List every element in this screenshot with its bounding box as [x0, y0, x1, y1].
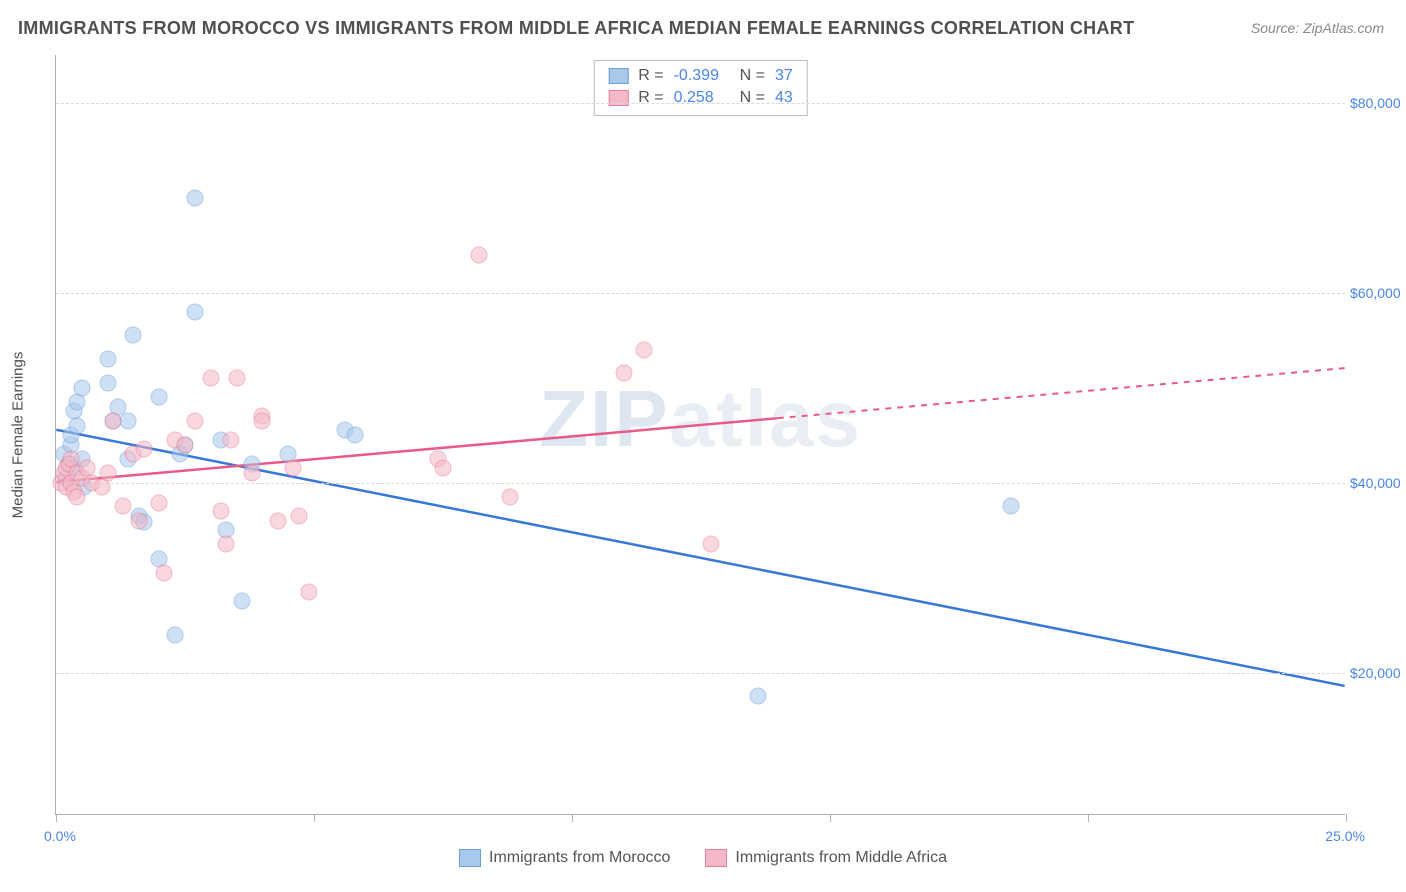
x-axis-end-label: 25.0% [1325, 828, 1365, 844]
data-point [615, 365, 632, 382]
y-axis-title: Median Female Earnings [10, 351, 27, 518]
r-label: R = [638, 67, 663, 85]
x-axis-start-label: 0.0% [44, 828, 76, 844]
legend-swatch [459, 849, 481, 867]
regression-lines [56, 55, 1345, 814]
data-point [125, 327, 142, 344]
data-point [244, 465, 261, 482]
data-point [502, 488, 519, 505]
data-point [202, 370, 219, 387]
x-axis-tick [1346, 814, 1347, 822]
data-point [254, 412, 271, 429]
data-point [218, 536, 235, 553]
data-point [151, 389, 168, 406]
data-point [347, 427, 364, 444]
data-point [99, 465, 116, 482]
data-point [223, 431, 240, 448]
r-label: R = [638, 89, 663, 107]
data-point [471, 246, 488, 263]
gridline [56, 293, 1345, 294]
data-point [703, 536, 720, 553]
legend-swatch [608, 90, 628, 106]
data-point [187, 412, 204, 429]
source-label: Source: ZipAtlas.com [1251, 20, 1384, 36]
series-legend: Immigrants from Morocco Immigrants from M… [459, 849, 947, 867]
data-point [151, 495, 168, 512]
data-point [68, 488, 85, 505]
stat-legend-row: R = 0.258 N = 43 [608, 87, 792, 109]
n-label: N = [740, 67, 765, 85]
n-value: 43 [775, 89, 793, 107]
data-point [233, 593, 250, 610]
data-point [187, 189, 204, 206]
data-point [213, 503, 230, 520]
x-axis-tick [572, 814, 573, 822]
data-point [130, 512, 147, 529]
data-point [228, 370, 245, 387]
data-point [300, 583, 317, 600]
data-point [290, 507, 307, 524]
r-value: 0.258 [674, 89, 730, 107]
data-point [749, 688, 766, 705]
n-value: 37 [775, 67, 793, 85]
data-point [285, 460, 302, 477]
legend-item: Immigrants from Morocco [459, 849, 670, 867]
legend-label: Immigrants from Middle Africa [735, 849, 947, 867]
n-label: N = [740, 89, 765, 107]
x-axis-tick [1088, 814, 1089, 822]
data-point [166, 626, 183, 643]
y-axis-tick-label: $60,000 [1350, 285, 1400, 301]
chart-title: IMMIGRANTS FROM MOROCCO VS IMMIGRANTS FR… [18, 18, 1134, 39]
legend-swatch [608, 68, 628, 84]
data-point [156, 564, 173, 581]
data-point [1002, 498, 1019, 515]
data-point [68, 417, 85, 434]
watermark: ZIPatlas [539, 373, 862, 465]
plot-area: ZIPatlas Median Female Earnings R =-0.39… [55, 55, 1345, 815]
data-point [115, 498, 132, 515]
legend-item: Immigrants from Middle Africa [705, 849, 947, 867]
r-value: -0.399 [674, 67, 730, 85]
x-axis-tick [830, 814, 831, 822]
data-point [104, 412, 121, 429]
stat-legend: R = -0.399 N = 37 R = 0.258 N = 43 [593, 60, 807, 116]
data-point [636, 341, 653, 358]
legend-label: Immigrants from Morocco [489, 849, 670, 867]
data-point [187, 303, 204, 320]
gridline [56, 483, 1345, 484]
stat-legend-row: R = -0.399 N = 37 [608, 65, 792, 87]
y-axis-tick-label: $40,000 [1350, 475, 1400, 491]
y-axis-tick-label: $20,000 [1350, 665, 1400, 681]
data-point [99, 351, 116, 368]
data-point [177, 436, 194, 453]
data-point [73, 379, 90, 396]
legend-swatch [705, 849, 727, 867]
data-point [435, 460, 452, 477]
gridline [56, 673, 1345, 674]
data-point [99, 374, 116, 391]
data-point [120, 412, 137, 429]
gridline [56, 103, 1345, 104]
data-point [269, 512, 286, 529]
x-axis-tick [314, 814, 315, 822]
data-point [135, 441, 152, 458]
x-axis-tick [56, 814, 57, 822]
y-axis-tick-label: $80,000 [1350, 95, 1400, 111]
